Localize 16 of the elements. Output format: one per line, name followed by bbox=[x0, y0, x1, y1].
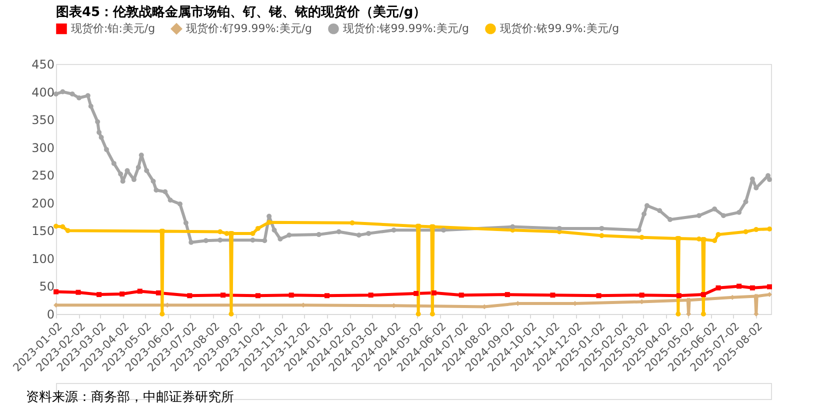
y-tick-label: 200 bbox=[32, 196, 54, 210]
chart-title: 图表45：伦敦战略金属市场铂、钌、铑、铱的现货价（美元/g） bbox=[56, 4, 426, 20]
y-tick-label: 250 bbox=[32, 168, 54, 183]
y-tick-label: 50 bbox=[39, 280, 54, 294]
legend-label: 现货价:铱99.9%:美元/g bbox=[500, 22, 620, 35]
y-tick-label: 0 bbox=[46, 308, 54, 322]
y-tick-label: 450 bbox=[32, 58, 54, 72]
legend-label: 现货价:铂:美元/g bbox=[71, 22, 156, 35]
y-tick-label: 400 bbox=[32, 85, 54, 100]
y-tick-label: 300 bbox=[32, 140, 54, 155]
y-tick-label: 150 bbox=[32, 224, 54, 238]
y-tick-label: 100 bbox=[32, 252, 54, 266]
text: 资料来源：商务部，中邮证券研究所 bbox=[26, 390, 234, 405]
y-tick-label: 350 bbox=[32, 113, 54, 128]
legend-label: 现货价:钌99.99%:美元/g bbox=[186, 22, 312, 35]
legend-label: 现货价:铑99.99%:美元/g bbox=[343, 22, 470, 35]
